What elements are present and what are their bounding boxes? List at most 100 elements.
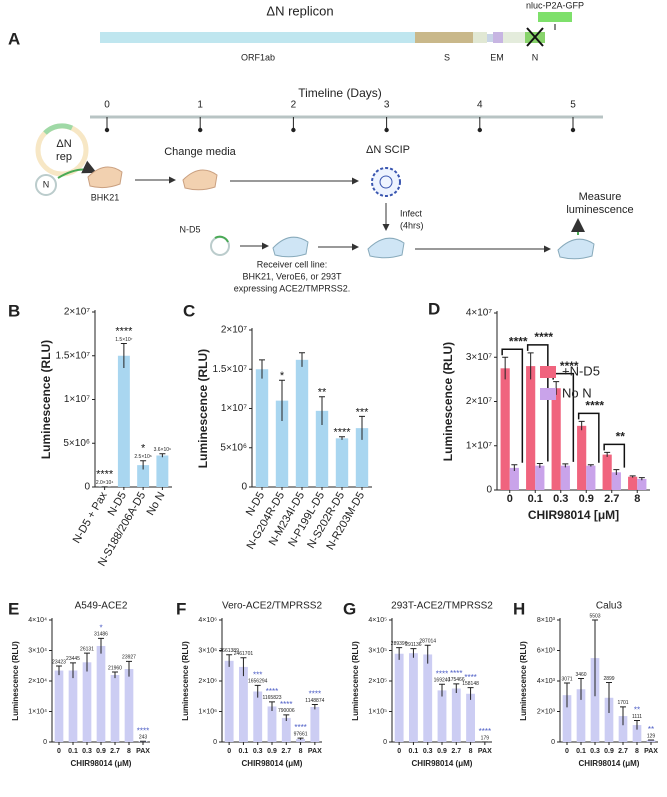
gene-orf	[503, 32, 525, 43]
error-bar	[578, 678, 584, 700]
chart-title: 293T-ACE2/TMPRSS2	[391, 601, 493, 612]
value-label: 2.0×10⁴	[96, 480, 114, 486]
value-label: 31486	[94, 632, 108, 638]
y-tick-label: 5×10⁶	[63, 438, 90, 449]
panel-label: C	[183, 301, 195, 320]
x-tick-label: 8	[299, 748, 303, 755]
bar	[646, 740, 656, 742]
bar	[500, 368, 510, 490]
error-bar	[604, 451, 611, 457]
day-dot	[104, 127, 110, 133]
error-bar	[319, 396, 325, 425]
step-label: Measure	[579, 191, 622, 203]
significance-bracket	[501, 348, 524, 463]
value-label: 175466	[448, 677, 465, 683]
bar	[423, 654, 433, 742]
chart-title: A549-ACE2	[75, 601, 128, 612]
error-bar	[339, 436, 345, 440]
value-label: 287014	[419, 639, 436, 645]
value-label: 3.6×10⁶	[154, 447, 172, 453]
x-tick-label: 0.3	[253, 748, 263, 755]
step-label: ΔN SCIP	[366, 144, 410, 156]
x-tick-label: PAX	[644, 748, 658, 755]
error-bar	[629, 475, 636, 478]
receiver-label: expressing ACE2/TMPRSS2.	[234, 283, 351, 293]
error-bar	[527, 352, 534, 380]
chart-title: Calu3	[596, 601, 623, 612]
bar	[409, 653, 418, 742]
error-bar	[98, 637, 104, 654]
error-bar	[564, 682, 570, 708]
error-bar	[279, 379, 285, 422]
y-tick-label: 0	[43, 739, 47, 746]
y-tick-label: 1×10⁶	[198, 708, 217, 715]
bar	[82, 662, 92, 742]
x-tick-label: 0.1	[239, 748, 249, 755]
gene-label: S	[444, 52, 450, 62]
value-label: 23445	[66, 656, 80, 662]
y-axis-label: Luminescence (RLU)	[181, 641, 190, 721]
x-tick-label: 0.3	[553, 493, 568, 505]
x-tick-label: 8	[634, 493, 640, 505]
gene-label: N	[532, 52, 539, 62]
value-label: 3460	[575, 672, 586, 678]
x-axis-label: CHIR98014 (μM)	[242, 759, 303, 768]
y-axis-label: Luminescence (RLU)	[196, 349, 210, 468]
y-axis-label: Luminescence (RLU)	[351, 641, 360, 721]
x-tick-label: 2.7	[604, 493, 619, 505]
significance-bracket	[577, 412, 600, 463]
virion	[371, 167, 401, 197]
bar	[451, 688, 461, 742]
error-bar	[502, 356, 509, 380]
error-bar	[410, 648, 417, 658]
error-bar	[120, 343, 127, 368]
bar	[466, 693, 475, 742]
error-bar	[613, 469, 620, 475]
significance: **	[634, 706, 640, 715]
replicon-title: ΔN replicon	[266, 3, 333, 18]
error-bar	[424, 644, 431, 664]
error-bar	[634, 719, 640, 730]
value-label: 289396	[391, 641, 408, 647]
error-bar	[511, 464, 518, 471]
panel-label: F	[176, 599, 186, 618]
x-tick-label: 0.1	[409, 748, 419, 755]
error-bar	[159, 453, 166, 458]
significance: ***	[356, 406, 370, 418]
legend-label: +N-D5	[562, 363, 600, 378]
error-bar	[70, 662, 76, 679]
day-dot	[384, 127, 389, 133]
bar	[590, 658, 600, 742]
significance: ****	[464, 673, 476, 682]
value-label: 1656294	[248, 679, 268, 685]
virion-core	[379, 175, 393, 189]
bar	[437, 690, 447, 742]
bar	[562, 695, 572, 742]
significance: ****	[436, 669, 448, 678]
step-label: Change media	[164, 146, 236, 158]
value-label: 2899	[603, 676, 614, 682]
bar	[295, 359, 309, 487]
step-label: luminescence	[566, 204, 633, 216]
x-axis-label: CHIR98014 (μM)	[412, 759, 473, 768]
significance: ****	[534, 330, 553, 344]
value-label: 2461701	[234, 651, 254, 657]
value-label: 2661389	[219, 648, 239, 654]
x-tick-label: 8	[635, 748, 639, 755]
y-tick-label: 0	[383, 739, 387, 746]
error-bar	[240, 657, 247, 677]
significance: ****	[294, 723, 306, 732]
deletion-mark	[526, 27, 544, 47]
y-tick-label: 0	[84, 482, 90, 493]
bar	[296, 739, 305, 742]
y-tick-label: 3×10⁴	[28, 647, 47, 654]
value-label: 26131	[80, 646, 94, 652]
x-axis-label: CHIR98014 (μM)	[71, 759, 132, 768]
bar	[156, 455, 169, 487]
value-label: 23423	[52, 659, 66, 665]
error-bar	[396, 647, 403, 660]
bar	[68, 670, 78, 742]
y-axis-label: Luminescence (RLU)	[11, 641, 20, 721]
plasmid-label: N	[43, 179, 50, 189]
gene-s	[415, 32, 473, 43]
